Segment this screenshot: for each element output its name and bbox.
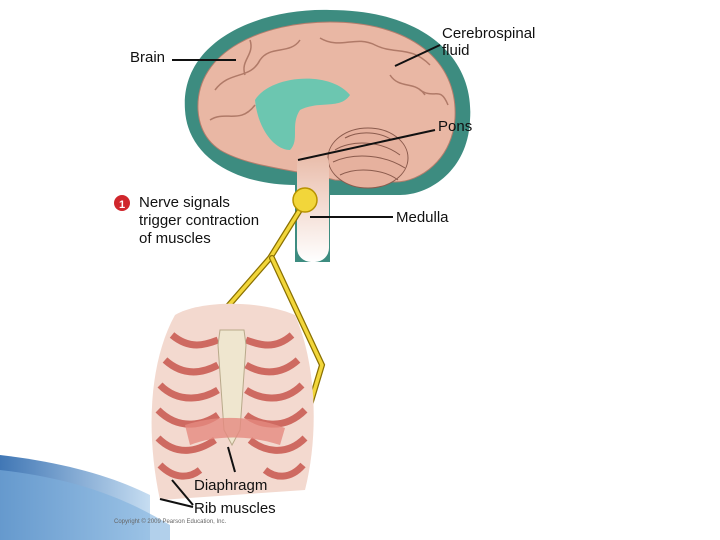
label-line: trigger contraction: [139, 212, 259, 229]
swoosh: [0, 455, 170, 540]
step-1: 1 Nerve signals trigger contraction of m…: [114, 194, 263, 247]
step-text: Nerve signals trigger contraction of mus…: [139, 194, 263, 247]
label-line: Nerve signals: [139, 194, 230, 211]
step-badge: [114, 195, 130, 211]
label-csf: Cerebrospinal fluid: [442, 25, 540, 59]
brain-illustration: [184, 9, 471, 262]
step-number: 1: [119, 199, 125, 211]
label-brain: Brain: [130, 49, 165, 66]
label-medulla: Medulla: [396, 209, 449, 226]
label-line: fluid: [442, 42, 470, 59]
label-line: of muscles: [139, 230, 211, 247]
label-diaphragm: Diaphragm: [194, 477, 267, 494]
rib-cage: [151, 303, 314, 500]
label-rib-muscles: Rib muscles: [194, 500, 276, 517]
label-line: Cerebrospinal: [442, 25, 535, 42]
leader-lines: [159, 44, 441, 508]
copyright: Copyright © 2009 Pearson Education, Inc.: [114, 518, 226, 525]
label-pons: Pons: [438, 118, 472, 135]
